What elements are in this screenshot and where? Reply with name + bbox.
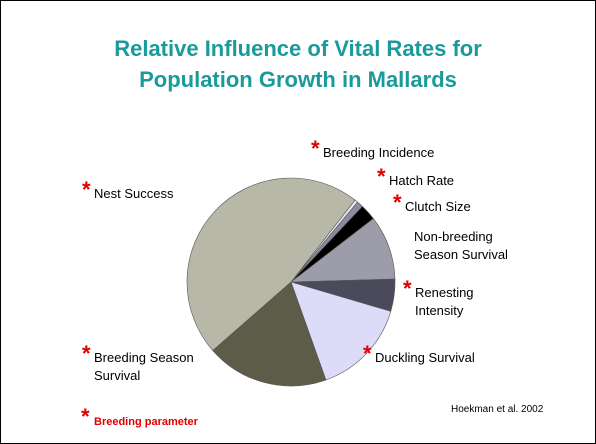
slice-label: Renesting Intensity (415, 285, 474, 318)
source: Hoekman et al. 2002 (451, 404, 544, 415)
slice-label: Nest Success (94, 186, 174, 201)
label-marker: * (82, 177, 91, 202)
pie-slice (186, 177, 356, 351)
pie-slice (212, 281, 327, 387)
label-marker: * (363, 341, 372, 366)
title-line: Population Growth in Mallards (139, 67, 457, 92)
pie-slice (290, 281, 392, 381)
slice-label: Duckling Survival (375, 350, 475, 365)
label-marker: * (393, 190, 402, 215)
label-marker: * (377, 164, 386, 189)
title-line: Relative Influence of Vital Rates for (114, 36, 482, 61)
slice-label: Hatch Rate (389, 173, 455, 188)
slice-label: Non-breeding Season Survival (414, 229, 508, 262)
legend-marker: * (81, 404, 90, 429)
label-marker: * (403, 276, 412, 301)
slice-label: Breeding Incidence (323, 145, 435, 160)
label-marker: * (82, 341, 91, 366)
title: Relative Influence of Vital Rates for Po… (1, 33, 595, 95)
legend-text: Breeding parameter (94, 416, 198, 428)
label-marker: * (311, 136, 320, 161)
slice-label: Breeding Season Survival (94, 350, 194, 383)
slice-label: Clutch Size (405, 199, 471, 214)
